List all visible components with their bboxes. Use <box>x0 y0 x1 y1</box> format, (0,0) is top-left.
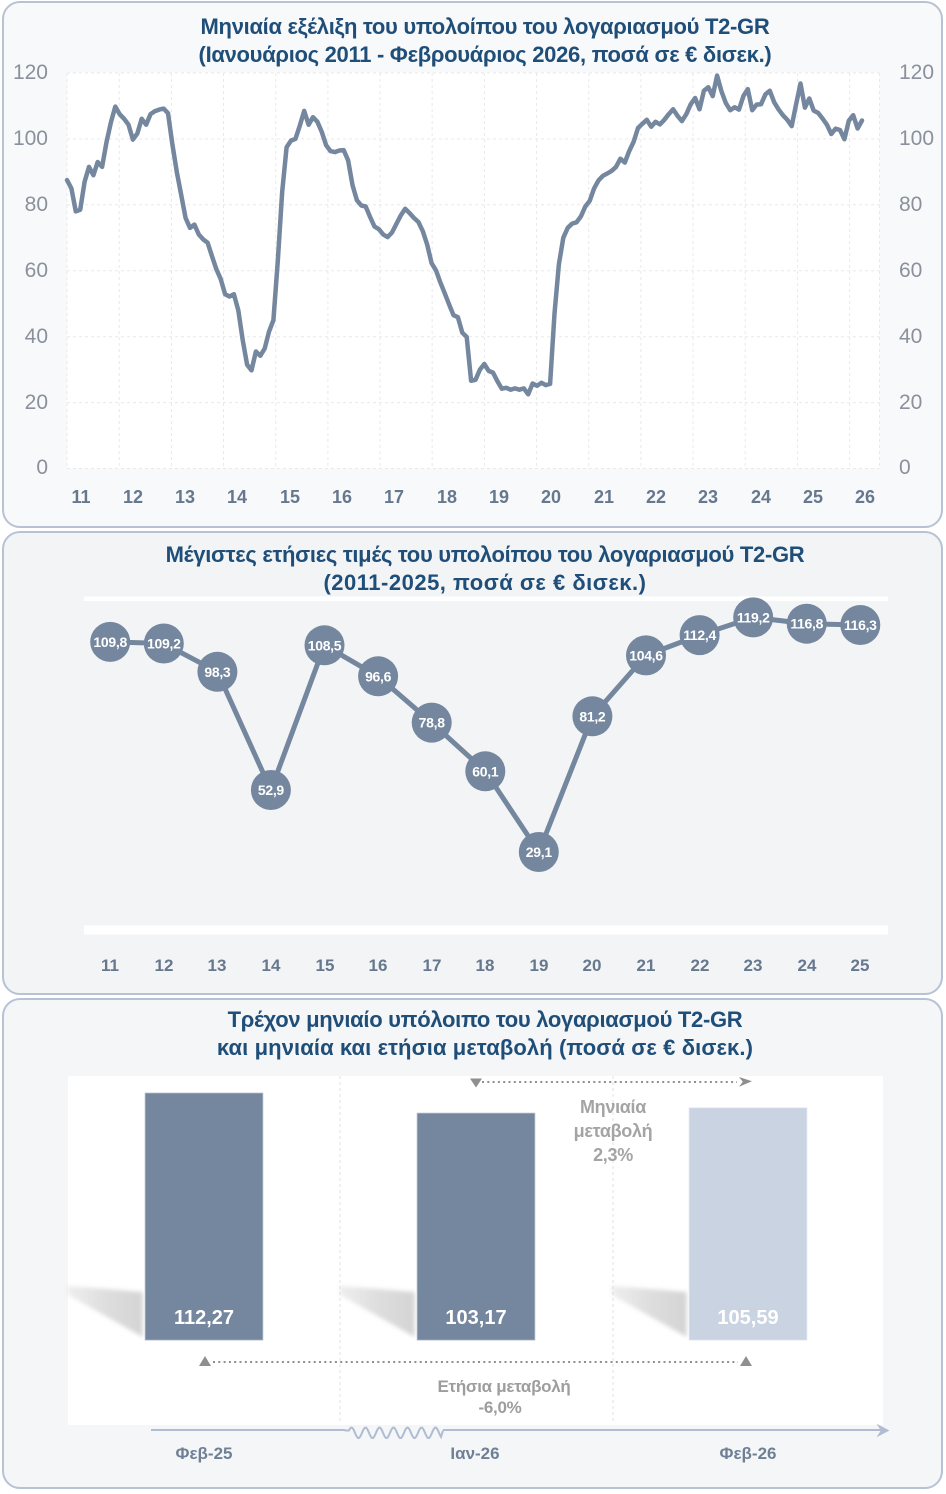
svg-text:98,3: 98,3 <box>204 664 231 680</box>
svg-text:29,1: 29,1 <box>526 844 553 860</box>
svg-text:Ιαν-26: Ιαν-26 <box>450 1444 499 1463</box>
svg-text:μεταβολή: μεταβολή <box>574 1121 653 1141</box>
svg-text:78,8: 78,8 <box>419 715 446 731</box>
svg-text:Μηνιαία: Μηνιαία <box>580 1097 646 1117</box>
svg-text:96,6: 96,6 <box>365 668 392 684</box>
svg-text:52,9: 52,9 <box>258 782 285 798</box>
svg-text:112,4: 112,4 <box>683 627 716 643</box>
svg-text:109,8: 109,8 <box>93 634 127 650</box>
svg-text:81,2: 81,2 <box>579 708 606 724</box>
svg-text:Ετήσια μεταβολή: Ετήσια μεταβολή <box>438 1377 571 1396</box>
svg-text:109,2: 109,2 <box>147 636 181 652</box>
svg-text:103,17: 103,17 <box>445 1307 506 1329</box>
svg-text:2,3%: 2,3% <box>593 1145 633 1165</box>
svg-text:116,3: 116,3 <box>844 617 877 633</box>
svg-text:112,27: 112,27 <box>174 1307 234 1329</box>
svg-text:Φεβ-25: Φεβ-25 <box>176 1444 233 1463</box>
svg-text:Φεβ-26: Φεβ-26 <box>720 1444 777 1463</box>
svg-text:105,59: 105,59 <box>717 1307 778 1329</box>
svg-text:-6,0%: -6,0% <box>479 1398 522 1417</box>
svg-text:119,2: 119,2 <box>737 609 770 625</box>
svg-text:104,6: 104,6 <box>629 647 663 663</box>
svg-text:60,1: 60,1 <box>472 763 499 779</box>
svg-text:116,8: 116,8 <box>790 616 823 632</box>
svg-text:108,5: 108,5 <box>308 637 342 653</box>
